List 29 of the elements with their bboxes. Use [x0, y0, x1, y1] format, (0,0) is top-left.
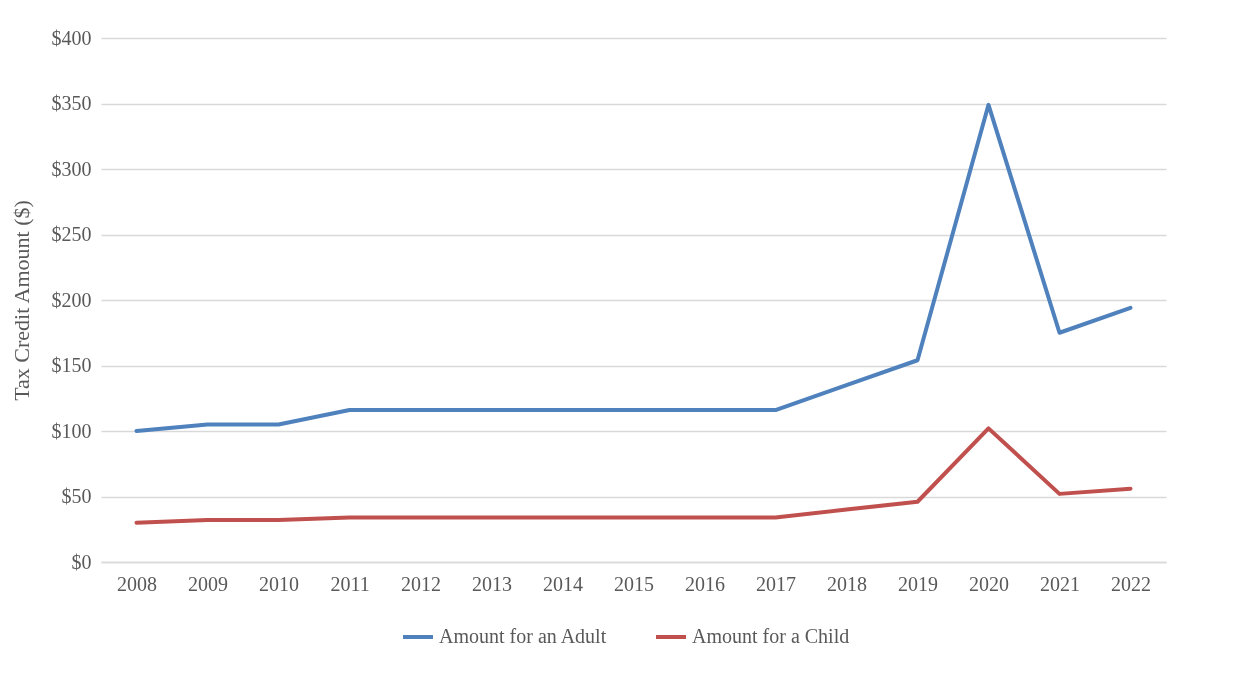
y-tick-label: $300 — [51, 157, 92, 180]
x-tick-label: 2014 — [543, 572, 583, 595]
x-tick-label: 2012 — [401, 572, 441, 595]
x-tick-label: 2010 — [259, 572, 299, 595]
x-tick-label: 2015 — [614, 572, 654, 595]
y-tick-label: $50 — [61, 485, 92, 507]
x-tick-label: 2019 — [898, 572, 938, 595]
x-tick-label: 2008 — [117, 572, 157, 595]
legend-label: Amount for a Child — [692, 625, 850, 647]
y-tick-label: $150 — [51, 354, 92, 376]
y-axis-title: Tax Credit Amount ($) — [8, 200, 34, 401]
legend-label: Amount for an Adult — [439, 625, 607, 647]
y-tick-label: $0 — [71, 550, 92, 573]
x-tick-label: 2017 — [756, 572, 796, 595]
x-tick-label: 2018 — [827, 572, 867, 595]
x-tick-label: 2022 — [1111, 572, 1151, 595]
y-tick-label: $250 — [51, 223, 92, 245]
x-tick-label: 2011 — [330, 572, 370, 595]
x-tick-label: 2013 — [472, 572, 512, 595]
line-series — [134, 102, 1133, 433]
x-tick-label: 2021 — [1040, 572, 1080, 595]
x-tick-label: 2020 — [969, 572, 1009, 595]
y-tick-label: $400 — [51, 26, 92, 49]
line-series — [134, 426, 1133, 525]
x-tick-label: 2016 — [685, 572, 725, 595]
y-tick-label: $200 — [51, 288, 92, 311]
y-tick-label: $350 — [51, 92, 92, 114]
x-tick-label: 2009 — [188, 572, 228, 595]
y-tick-label: $100 — [51, 419, 92, 442]
